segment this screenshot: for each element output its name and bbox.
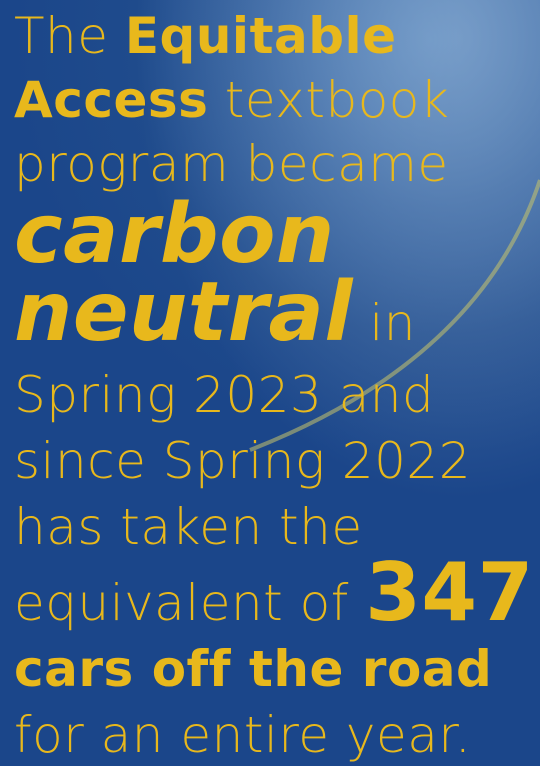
text: The — [14, 7, 125, 65]
line: for an entire year. — [14, 702, 534, 766]
horizon-arc — [249, 179, 540, 452]
text: Spring 2023 and — [14, 366, 435, 424]
line: Access textbook — [14, 68, 534, 132]
text: since Spring 2022 — [14, 432, 472, 490]
line: cars off the road — [14, 636, 534, 702]
line: Spring 2023 and — [14, 362, 534, 428]
text: equivalent of — [14, 574, 366, 632]
emphasis: neutral — [14, 265, 353, 360]
emphasis: Equitable — [124, 7, 397, 65]
emphasis: cars off the road — [14, 640, 493, 698]
line: carbon — [14, 194, 534, 276]
number: 347 — [365, 546, 534, 639]
text: for an entire year. — [14, 706, 472, 764]
emphasis: carbon — [14, 187, 335, 282]
text: textbook — [208, 71, 450, 129]
text: in — [352, 294, 416, 352]
line: since Spring 2022 — [14, 428, 534, 494]
line: neutral in — [14, 272, 534, 362]
line: program became — [14, 132, 534, 196]
emphasis: Access — [14, 71, 209, 129]
line: has taken the — [14, 494, 534, 560]
statement: The Equitable Access textbook program be… — [14, 4, 534, 766]
line: The Equitable — [14, 4, 534, 68]
text: has taken the — [14, 498, 363, 556]
line: equivalent of 347 — [14, 553, 534, 636]
text: program became — [14, 135, 449, 193]
